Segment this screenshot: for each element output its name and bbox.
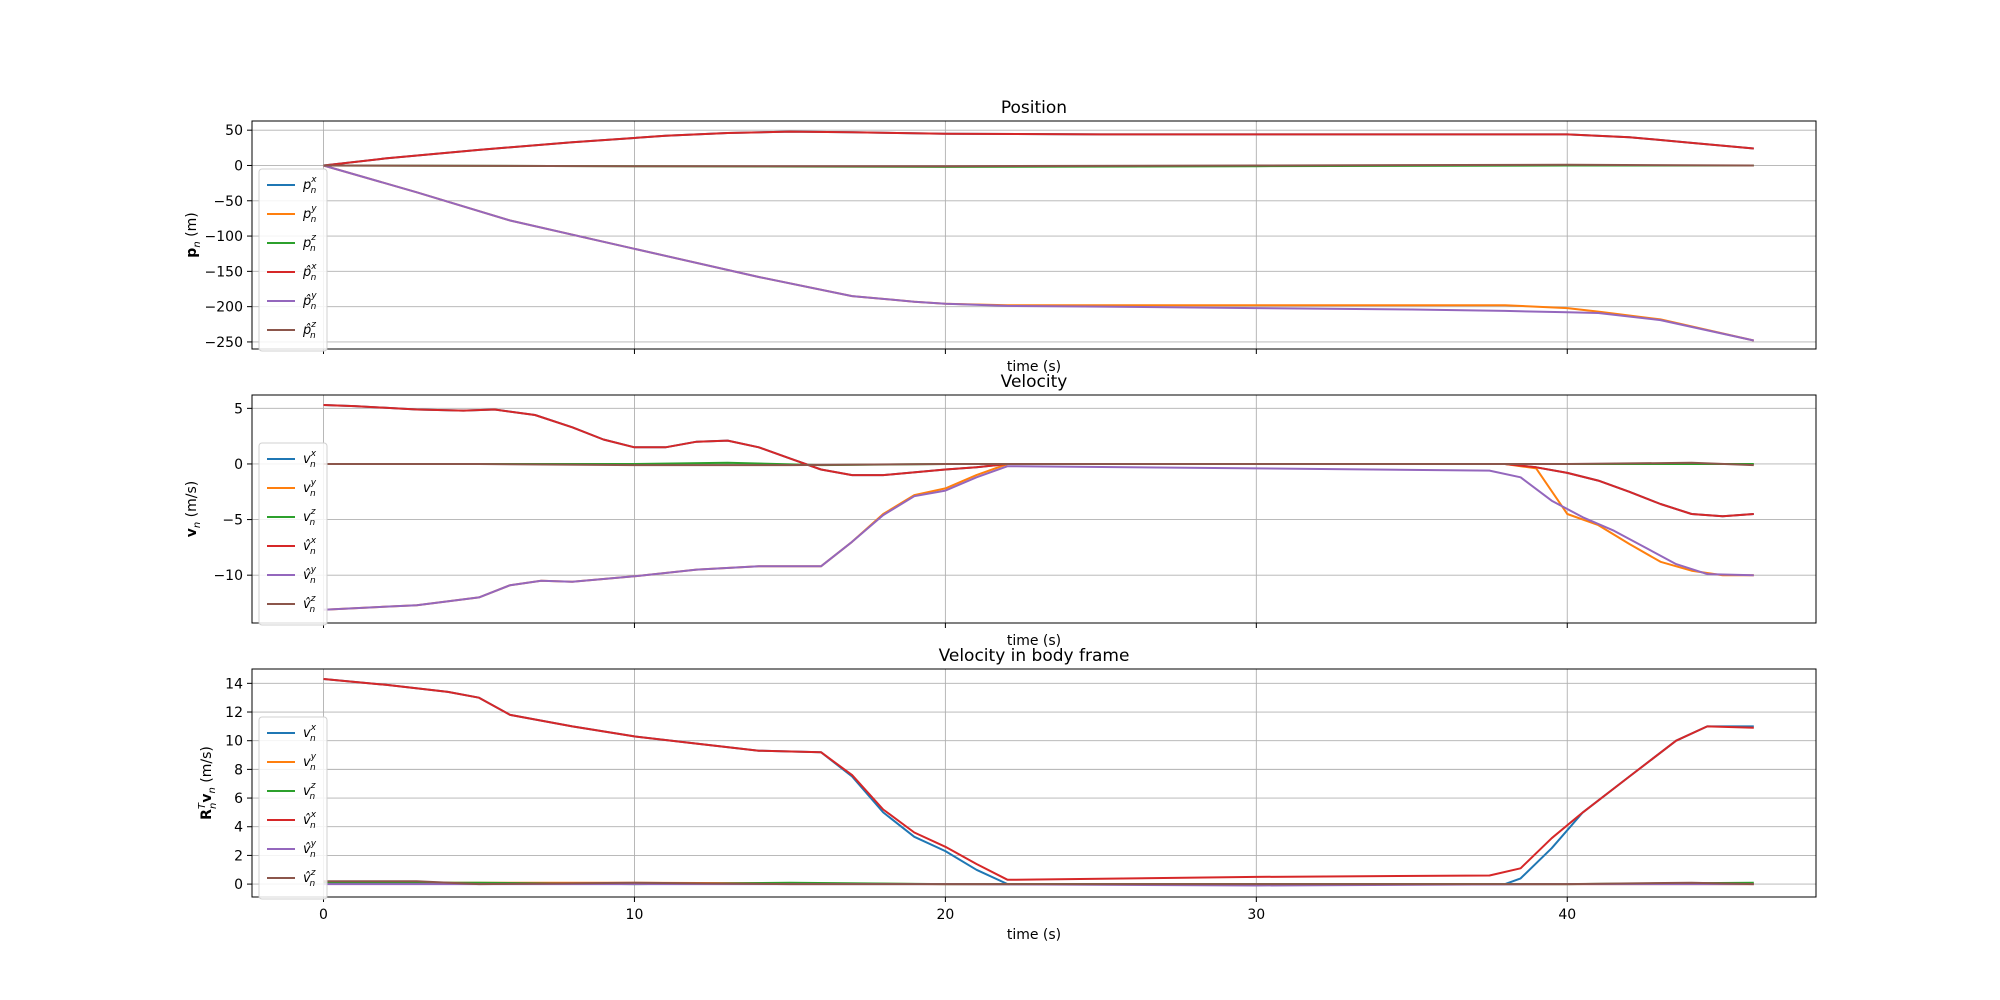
legend-entry: vz n xyxy=(303,507,316,528)
y-axis-label: pn (m) xyxy=(184,212,203,257)
legend-box xyxy=(258,716,328,900)
y-tick-label: −50 xyxy=(213,194,243,210)
series-line-z-est xyxy=(323,461,1754,467)
legend: px n py n pz n p̂x n p̂y n p̂z n xyxy=(258,168,328,352)
y-tick-label: 6 xyxy=(234,791,243,807)
series-line-y-est xyxy=(323,465,1754,611)
legend-entry: v̂z n xyxy=(303,868,316,889)
series-line-x xyxy=(323,404,1754,518)
series-line-x-est xyxy=(323,130,1754,167)
series-line-x-est xyxy=(323,678,1754,881)
series-line-y xyxy=(323,164,1755,342)
series-line-z-est xyxy=(323,163,1754,168)
x-tick-label: 30 xyxy=(1247,907,1265,923)
axes-frame xyxy=(251,394,1817,624)
series-line-x xyxy=(323,678,1754,886)
legend: vx n vy n vz n v̂x n v̂y n v̂z n xyxy=(258,716,328,900)
legend-entry: px n xyxy=(302,175,317,196)
series-line-y xyxy=(323,463,1754,611)
y-tick-label: 12 xyxy=(225,705,243,721)
legend-entry: vx n xyxy=(303,449,317,470)
legend-entry: vy n xyxy=(303,478,317,499)
y-tick-label: 50 xyxy=(225,123,243,139)
y-tick-label: 0 xyxy=(234,158,243,174)
y-axis-label: vn (m/s) xyxy=(184,481,203,538)
x-axis-label: time (s) xyxy=(1007,633,1061,649)
x-axis-label: time (s) xyxy=(1007,927,1061,943)
legend-entry: vz n xyxy=(303,781,316,802)
y-tick-label: −10 xyxy=(213,568,243,584)
subplot-2: 5 0 −5 −10 Velocity time (s) vn (m/s) vx n vy n vz n… xyxy=(184,372,1817,649)
x-axis-label: time (s) xyxy=(1007,359,1061,375)
legend-entry: v̂x n xyxy=(303,536,317,557)
series-line-z-est xyxy=(323,880,1754,886)
legend-entry: v̂z n xyxy=(303,594,316,615)
chart-title: Position xyxy=(1001,98,1067,118)
subplot-1: 50 0 −50 −100 −150 −200 −250 Position time (s) pn… xyxy=(184,98,1817,375)
chart-title: Velocity in body frame xyxy=(939,646,1130,666)
legend-entry: vy n xyxy=(303,752,317,773)
legend: vx n vy n vz n v̂x n v̂y n v̂z n xyxy=(258,442,328,626)
legend-box xyxy=(258,442,328,626)
y-tick-label: 5 xyxy=(234,401,243,417)
axes-frame xyxy=(251,120,1817,350)
legend-entry: p̂z n xyxy=(302,320,316,341)
legend-entry: p̂x n xyxy=(302,262,317,283)
legend-entry: py n xyxy=(302,204,317,225)
x-tick-label: 10 xyxy=(626,907,644,923)
x-tick-label: 20 xyxy=(936,907,954,923)
legend-entry: pz n xyxy=(302,233,316,254)
y-tick-label: 4 xyxy=(234,820,243,836)
y-tick-label: 8 xyxy=(234,762,243,778)
y-axis-label: RTnvn (m/s) xyxy=(197,746,219,820)
legend-box xyxy=(258,168,328,352)
y-tick-label: 2 xyxy=(234,848,243,864)
legend-entry: p̂y n xyxy=(302,291,317,312)
y-tick-label: −100 xyxy=(205,229,243,245)
y-tick-label: 10 xyxy=(225,734,243,750)
y-tick-label: −5 xyxy=(222,513,243,529)
series-line-y-est xyxy=(323,164,1755,342)
chart-title: Velocity xyxy=(1001,372,1068,392)
legend-entry: v̂y n xyxy=(303,565,317,586)
legend-entry: v̂x n xyxy=(303,810,317,831)
y-tick-label: −200 xyxy=(205,300,243,316)
y-tick-label: −150 xyxy=(205,264,243,280)
y-tick-label: −250 xyxy=(205,335,243,351)
x-tick-label: 0 xyxy=(319,907,328,923)
axes-frame xyxy=(251,668,1817,898)
series-line-x-est xyxy=(323,404,1754,518)
legend-entry: vx n xyxy=(303,723,317,744)
y-tick-label: 0 xyxy=(234,457,243,473)
series-line-x xyxy=(323,130,1754,167)
y-tick-label: 14 xyxy=(225,676,243,692)
x-tick-label: 40 xyxy=(1558,907,1576,923)
legend-entry: v̂y n xyxy=(303,839,317,860)
y-tick-label: 0 xyxy=(234,877,243,893)
